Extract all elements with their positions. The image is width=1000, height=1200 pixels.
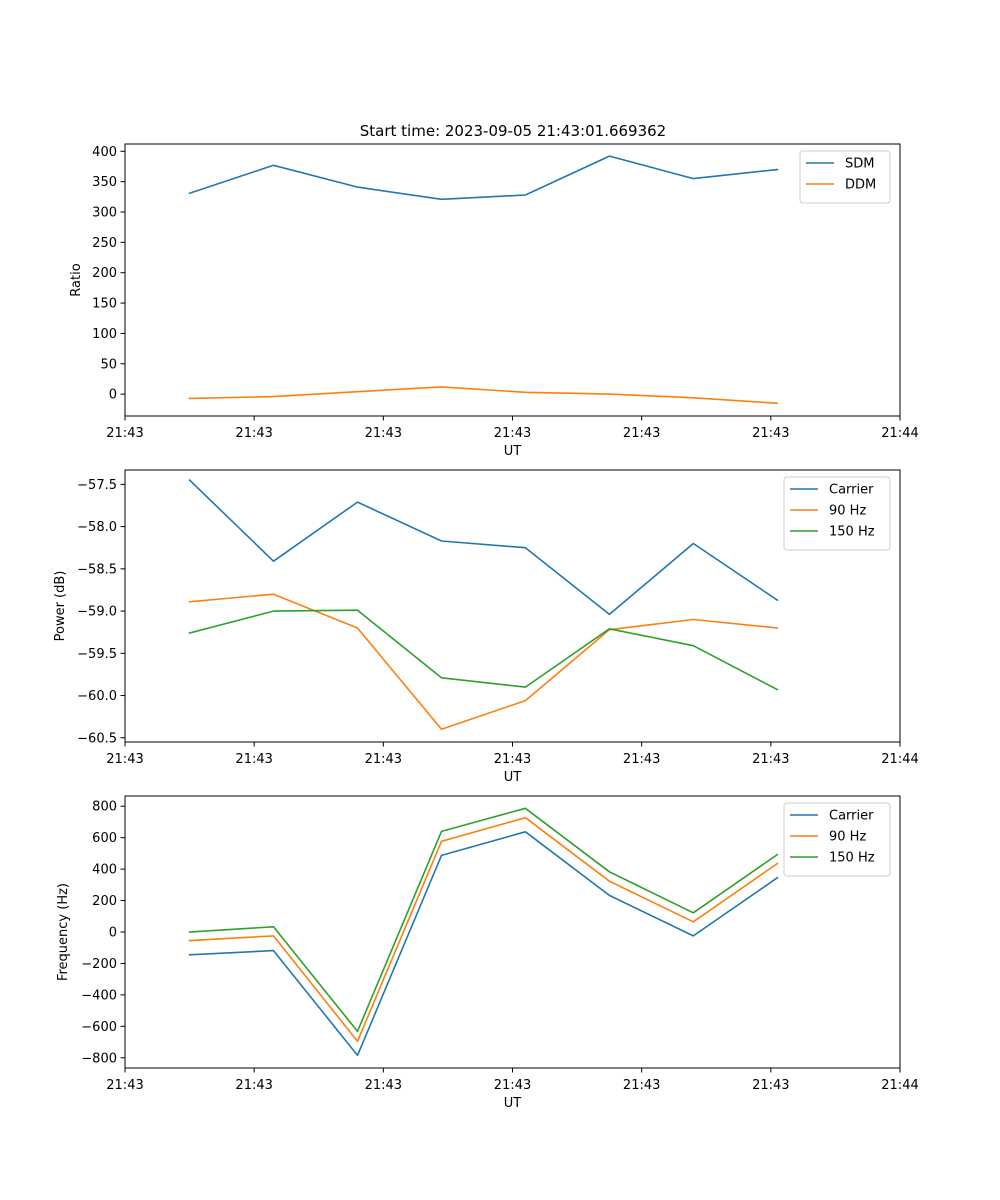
x-tick-label: 21:43 — [623, 752, 660, 767]
legend-label: 90 Hz — [829, 830, 866, 845]
x-axis-label: UT — [504, 444, 522, 459]
y-tick-label: 150 — [92, 297, 117, 312]
chart-panels: 21:43 21:43 21:43 21:43 21:43 21:43 21:44 0 50 10… — [53, 143, 919, 1111]
series-line-sdm — [188, 155, 779, 201]
plot-frame — [124, 143, 901, 417]
x-tick-label: 21:43 — [106, 752, 143, 767]
x-tick-label: 21:43 — [365, 426, 402, 441]
y-tick-label: 0 — [109, 388, 117, 403]
x-tick-label: 21:43 — [494, 1078, 531, 1093]
y-tick-label: −58.0 — [77, 520, 117, 535]
x-axis-label: UT — [504, 1096, 522, 1111]
legend-box — [799, 150, 891, 204]
chart-ratio: 21:43 21:43 21:43 21:43 21:43 21:43 21:44 0 50 10… — [69, 143, 919, 459]
y-tick-label: 200 — [92, 266, 117, 281]
legend-label: Carrier — [829, 809, 874, 824]
x-axis-label: UT — [504, 770, 522, 785]
y-tick-label: −60.5 — [77, 731, 117, 746]
x-tick-label: 21:43 — [235, 752, 272, 767]
y-tick-label: −800 — [81, 1051, 117, 1066]
series-line-150-hz — [188, 609, 779, 691]
legend-label: SDM — [845, 157, 874, 172]
y-tick-label: 350 — [92, 175, 117, 190]
legend-label: 150 Hz — [829, 525, 875, 540]
x-tick-label: 21:44 — [881, 1078, 918, 1093]
series-line-150-hz — [188, 807, 779, 1033]
plot-frame — [124, 469, 901, 743]
legend-label: DDM — [845, 178, 876, 193]
legend-label: 150 Hz — [829, 851, 875, 866]
series-line-90-hz — [188, 816, 779, 1043]
x-tick-label: 21:43 — [752, 426, 789, 441]
y-tick-label: 50 — [100, 357, 117, 372]
y-tick-label: 200 — [92, 894, 117, 909]
x-tick-label: 21:43 — [752, 1078, 789, 1093]
y-tick-label: −400 — [81, 988, 117, 1003]
x-tick-label: 21:43 — [235, 426, 272, 441]
plot-frame — [124, 795, 901, 1069]
y-tick-label: 0 — [109, 926, 117, 941]
legend-label: 90 Hz — [829, 504, 866, 519]
series-line-ddm — [188, 386, 779, 405]
x-tick-label: 21:43 — [494, 426, 531, 441]
legend-label: Carrier — [829, 483, 874, 498]
y-tick-label: 250 — [92, 236, 117, 251]
y-tick-label: 300 — [92, 206, 117, 221]
x-tick-label: 21:43 — [235, 1078, 272, 1093]
series-line-90-hz — [188, 593, 779, 731]
x-tick-label: 21:43 — [623, 1078, 660, 1093]
y-tick-label: −59.5 — [77, 647, 117, 662]
y-tick-label: −58.5 — [77, 562, 117, 577]
y-axis-label: Frequency (Hz) — [56, 883, 71, 981]
x-tick-label: 21:43 — [365, 752, 402, 767]
x-tick-label: 21:43 — [106, 1078, 143, 1093]
x-tick-label: 21:43 — [106, 426, 143, 441]
y-tick-label: −60.0 — [77, 689, 117, 704]
y-tick-label: −600 — [81, 1020, 117, 1035]
x-tick-label: 21:43 — [365, 1078, 402, 1093]
y-axis-label: Power (dB) — [53, 571, 68, 642]
y-tick-label: −57.5 — [77, 478, 117, 493]
chart-frequency: 21:43 21:43 21:43 21:43 21:43 21:43 21:44 −800 −… — [56, 795, 919, 1111]
y-tick-label: −59.0 — [77, 605, 117, 620]
x-tick-label: 21:43 — [494, 752, 531, 767]
y-axis-label: Ratio — [69, 263, 84, 296]
y-tick-label: −200 — [81, 957, 117, 972]
y-tick-label: 800 — [92, 800, 117, 815]
series-line-carrier — [188, 478, 779, 616]
figure-title: Start time: 2023-09-05 21:43:01.669362 — [360, 122, 666, 140]
legend: Carrier 90 Hz 150 Hz — [783, 802, 891, 877]
legend: SDM DDM — [799, 150, 891, 204]
x-tick-label: 21:44 — [881, 752, 918, 767]
x-tick-label: 21:44 — [881, 426, 918, 441]
y-tick-label: 600 — [92, 831, 117, 846]
y-tick-label: 400 — [92, 145, 117, 160]
y-tick-label: 400 — [92, 863, 117, 878]
chart-power: 21:43 21:43 21:43 21:43 21:43 21:43 21:44 −60.5… — [53, 469, 919, 785]
series-line-carrier — [188, 830, 779, 1057]
legend: Carrier 90 Hz 150 Hz — [783, 476, 891, 551]
y-tick-label: 100 — [92, 327, 117, 342]
x-tick-label: 21:43 — [623, 426, 660, 441]
x-tick-label: 21:43 — [752, 752, 789, 767]
